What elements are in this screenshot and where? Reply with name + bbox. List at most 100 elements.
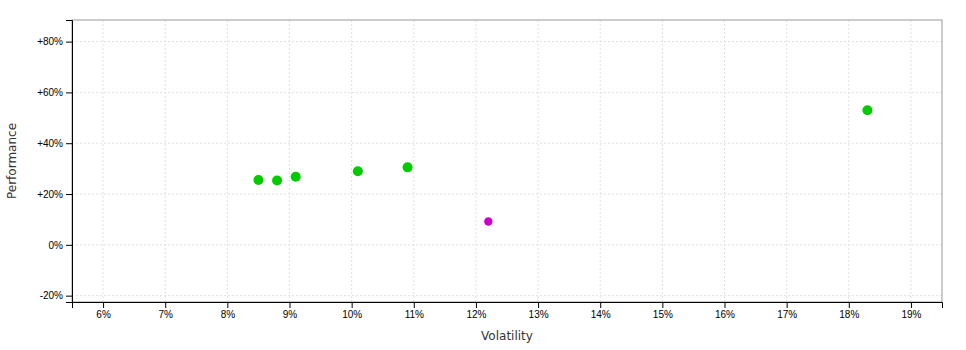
plot-frame bbox=[72, 20, 942, 302]
y-tick-label: +80% bbox=[37, 36, 63, 47]
x-tick: 7% bbox=[158, 302, 173, 320]
x-tick-label: 11% bbox=[405, 309, 424, 320]
y-tick: +20% bbox=[37, 189, 72, 200]
x-tick: 14% bbox=[591, 302, 611, 320]
point bbox=[403, 162, 413, 172]
x-tick-mark bbox=[103, 302, 104, 308]
y-tick-mark bbox=[66, 42, 72, 43]
y-tick-label: +20% bbox=[37, 189, 63, 200]
y-tick-mark bbox=[66, 245, 72, 246]
x-tick-label: 14% bbox=[591, 309, 611, 320]
grid-line bbox=[848, 20, 849, 302]
x-tick: 17% bbox=[777, 302, 797, 320]
x-tick-mark bbox=[787, 302, 788, 308]
grid-line bbox=[72, 244, 942, 245]
x-tick-mark bbox=[227, 302, 228, 308]
x-tick-mark bbox=[165, 302, 166, 308]
x-tick-mark bbox=[538, 302, 539, 308]
grid-line bbox=[103, 20, 104, 302]
y-tick-label: -20% bbox=[40, 290, 63, 301]
point bbox=[272, 176, 282, 186]
x-tick-mark bbox=[600, 302, 601, 308]
x-tick: 19% bbox=[901, 302, 921, 320]
grid bbox=[72, 20, 942, 302]
point bbox=[253, 175, 263, 185]
x-tick-label: 19% bbox=[901, 309, 921, 320]
x-axis-line bbox=[73, 303, 943, 309]
y-tick-label: +40% bbox=[37, 138, 63, 149]
x-tick: 10% bbox=[342, 302, 362, 320]
x-tick-mark bbox=[414, 302, 415, 308]
grid-line bbox=[724, 20, 725, 302]
grid-line bbox=[351, 20, 352, 302]
point bbox=[353, 166, 363, 176]
x-tick-mark bbox=[290, 302, 291, 308]
x-tick: 9% bbox=[283, 302, 298, 320]
point bbox=[862, 105, 872, 115]
grid-line bbox=[72, 194, 942, 195]
y-tick: 0% bbox=[49, 240, 72, 251]
x-tick-label: 12% bbox=[466, 309, 486, 320]
grid-line bbox=[227, 20, 228, 302]
x-tick-label: 13% bbox=[529, 309, 549, 320]
x-tick-label: 6% bbox=[96, 309, 111, 320]
y-tick: +40% bbox=[37, 138, 72, 149]
x-tick-label: 9% bbox=[283, 309, 298, 320]
grid-line bbox=[289, 20, 290, 302]
y-tick: -20% bbox=[40, 290, 72, 301]
x-tick-mark bbox=[725, 302, 726, 308]
x-tick: 16% bbox=[715, 302, 735, 320]
marks bbox=[253, 105, 872, 225]
x-tick-label: 10% bbox=[342, 309, 362, 320]
y-tick-label: 0% bbox=[49, 240, 64, 251]
grid-line bbox=[786, 20, 787, 302]
x-axis: 6% 7% 8% 9% 10% 11% 12% 13% 14% 15% 16% 17% 18% 19% bbox=[73, 302, 943, 320]
point bbox=[484, 217, 492, 225]
x-tick-mark bbox=[476, 302, 477, 308]
x-tick-label: 18% bbox=[839, 309, 859, 320]
x-tick-label: 17% bbox=[777, 309, 797, 320]
grid-line bbox=[72, 143, 942, 144]
x-tick-label: 15% bbox=[653, 309, 673, 320]
chart: 6% 7% 8% 9% 10% 11% 12% 13% 14% 15% 16% 17% 18% 19% -2… bbox=[0, 0, 966, 350]
y-axis-title: Performance bbox=[5, 123, 19, 199]
x-tick-mark bbox=[352, 302, 353, 308]
grid-line bbox=[72, 92, 942, 93]
series bbox=[484, 217, 492, 225]
grid-line bbox=[72, 295, 942, 296]
point bbox=[291, 172, 301, 182]
x-tick: 6% bbox=[96, 302, 111, 320]
y-tick: +60% bbox=[37, 87, 72, 98]
grid-line bbox=[662, 20, 663, 302]
grid-line bbox=[475, 20, 476, 302]
x-tick-mark bbox=[911, 302, 912, 308]
y-tick-label: +60% bbox=[37, 87, 63, 98]
x-tick-label: 8% bbox=[221, 309, 236, 320]
x-tick: 18% bbox=[839, 302, 859, 320]
x-tick: 15% bbox=[653, 302, 673, 320]
grid-line bbox=[538, 20, 539, 302]
y-tick-mark bbox=[66, 194, 72, 195]
grid-line bbox=[413, 20, 414, 302]
x-tick: 12% bbox=[466, 302, 486, 320]
x-tick-mark bbox=[849, 302, 850, 308]
grid-line bbox=[910, 20, 911, 302]
plot: 6% 7% 8% 9% 10% 11% 12% 13% 14% 15% 16% 17% 18% 19% -2… bbox=[37, 20, 942, 320]
x-tick-mark bbox=[662, 302, 663, 308]
x-tick: 11% bbox=[405, 302, 424, 320]
x-axis-title: Volatility bbox=[481, 329, 533, 343]
grid-line bbox=[165, 20, 166, 302]
y-tick-mark bbox=[66, 92, 72, 93]
y-tick-mark bbox=[66, 296, 72, 297]
x-tick-label: 7% bbox=[158, 309, 173, 320]
grid-line bbox=[72, 41, 942, 42]
x-tick-label: 16% bbox=[715, 309, 735, 320]
y-tick: +80% bbox=[37, 36, 72, 47]
series bbox=[253, 105, 872, 185]
y-axis: -20% 0% +20% +40% +60% +80% bbox=[37, 21, 72, 303]
x-tick: 8% bbox=[221, 302, 236, 320]
y-tick-mark bbox=[66, 143, 72, 144]
grid-line bbox=[600, 20, 601, 302]
x-tick: 13% bbox=[529, 302, 549, 320]
y-axis-line bbox=[66, 21, 73, 303]
